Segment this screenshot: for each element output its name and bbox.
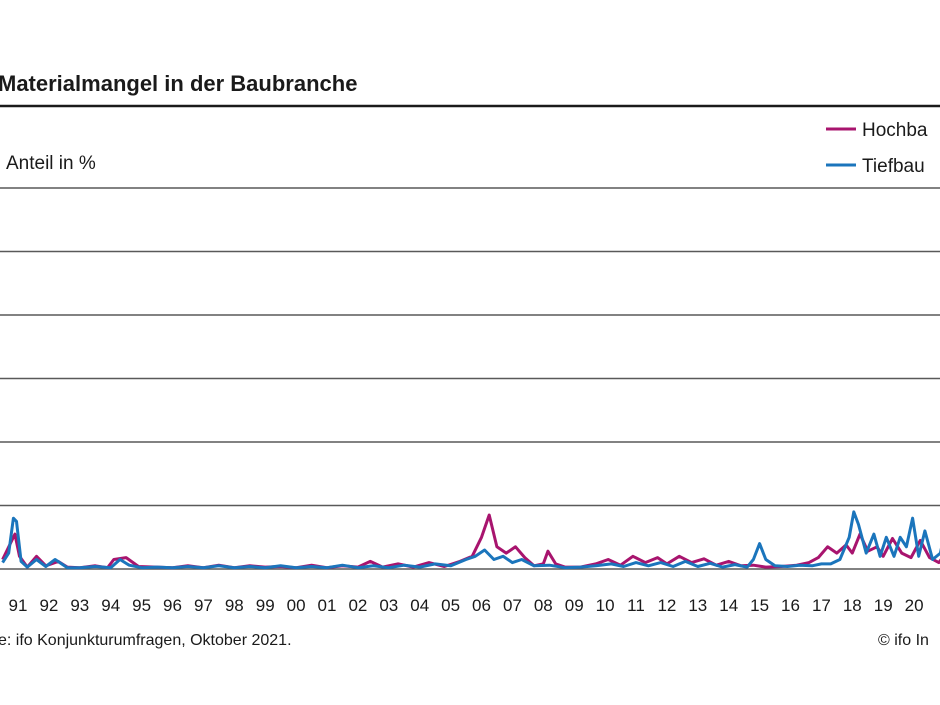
- x-tick-18: 18: [843, 596, 862, 615]
- series-lines: [1, 510, 940, 570]
- x-tick-00: 00: [287, 596, 306, 615]
- source-note: e: ifo Konjunkturumfragen, Oktober 2021.: [0, 632, 292, 649]
- gridlines: [0, 187, 940, 570]
- x-axis-ticks: 91 92 93 94 95 96 97 98 99 00 01 02 03 04 05 06 07 08 09 10…: [9, 596, 924, 615]
- legend: Hochba Tiefbau: [826, 120, 928, 177]
- x-tick-11: 11: [627, 596, 645, 615]
- x-tick-04: 04: [410, 596, 429, 615]
- legend-label-0: Hochba: [862, 120, 928, 141]
- x-tick-12: 12: [657, 596, 676, 615]
- x-tick-93: 93: [70, 596, 89, 615]
- series-line-tiefbau: [1, 510, 940, 570]
- x-tick-96: 96: [163, 596, 182, 615]
- x-tick-08: 08: [534, 596, 553, 615]
- y-axis-label: Anteil in %: [6, 153, 96, 174]
- legend-label-1: Tiefbau: [862, 156, 925, 177]
- x-tick-92: 92: [39, 596, 58, 615]
- x-tick-99: 99: [256, 596, 275, 615]
- x-tick-14: 14: [719, 596, 738, 615]
- x-tick-97: 97: [194, 596, 213, 615]
- x-tick-02: 02: [348, 596, 367, 615]
- x-tick-91: 91: [9, 596, 28, 615]
- x-tick-05: 05: [441, 596, 460, 615]
- x-tick-98: 98: [225, 596, 244, 615]
- x-tick-06: 06: [472, 596, 491, 615]
- x-tick-13: 13: [688, 596, 707, 615]
- x-tick-20: 20: [905, 596, 924, 615]
- x-tick-16: 16: [781, 596, 800, 615]
- x-tick-03: 03: [379, 596, 398, 615]
- x-tick-19: 19: [874, 596, 893, 615]
- credit-note: © ifo In: [878, 632, 929, 649]
- x-tick-09: 09: [565, 596, 584, 615]
- x-tick-17: 17: [812, 596, 831, 615]
- x-tick-07: 07: [503, 596, 522, 615]
- series-line-hochbau: [1, 513, 940, 570]
- x-tick-01: 01: [318, 596, 337, 615]
- chart-title: Materialmangel in der Baubranche: [0, 71, 357, 96]
- x-tick-10: 10: [596, 596, 615, 615]
- x-tick-94: 94: [101, 596, 120, 615]
- x-tick-15: 15: [750, 596, 769, 615]
- x-tick-95: 95: [132, 596, 151, 615]
